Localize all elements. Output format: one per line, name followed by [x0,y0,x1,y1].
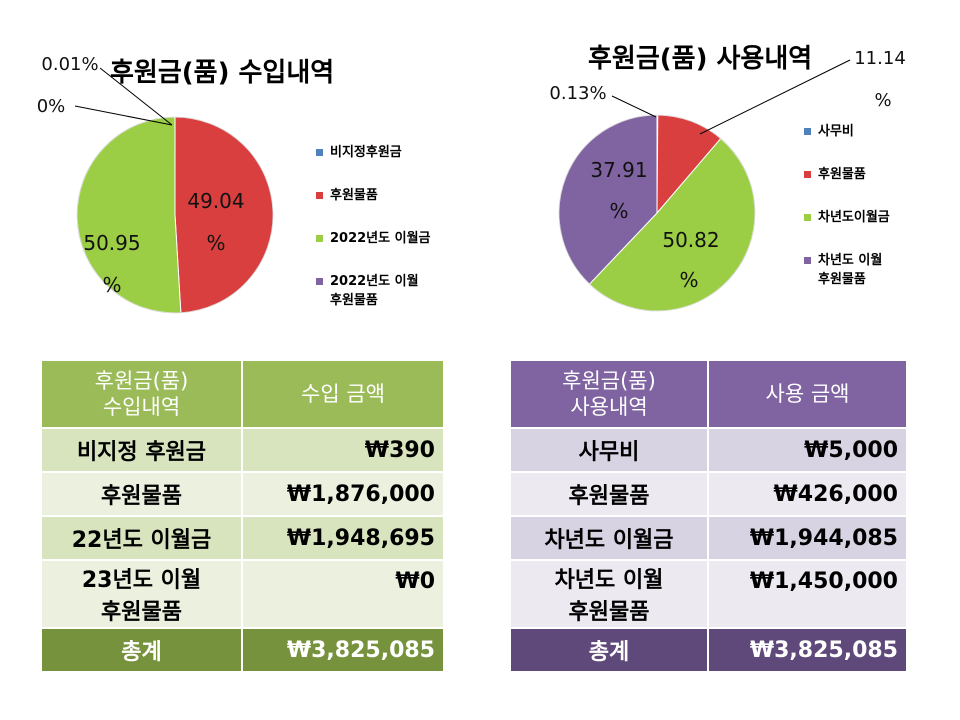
table-row: 차년도 이월 후원물품 ₩1,450,000 [509,559,908,629]
row-amount: ₩1,450,000 [707,559,908,629]
legend-label: 후원물품 [330,188,378,203]
row-amount: ₩1,944,085 [707,515,908,561]
data-label: 50.95 [83,231,140,255]
legend-item: 후원물품 [316,186,431,205]
data-label: 37.91 [590,158,647,182]
row-label: 사무비 [509,427,709,473]
row-label: 차년도 이월 후원물품 [509,559,709,629]
pie-slice [76,116,182,314]
pie-slice [558,114,658,285]
usage-chart-title: 후원금(품) 사용내역 [588,44,813,74]
table-row: 23년도 이월 후원물품 ₩0 [40,559,445,629]
table-row: 후원물품 ₩1,876,000 [40,471,445,517]
total-amount: ₩3,825,085 [241,627,445,673]
legend-label: 사무비 [818,124,854,139]
legend-item: 2022년도 이월금 [316,229,431,248]
total-label: 총계 [40,627,243,673]
leader-line [99,67,173,126]
data-label: % [102,273,121,297]
pie-outline [558,114,756,312]
table-row: 차년도 이월금 ₩1,944,085 [509,515,908,561]
legend-item: 사무비 [804,122,890,141]
data-label: % [609,199,628,223]
legend-label: 후원물품 [818,167,866,182]
data-label: 0.13% [549,83,606,104]
table-row: 22년도 이월금 ₩1,948,695 [40,515,445,561]
legend-label: 차년도 이월 [818,253,883,268]
legend-label-line2: 후원물품 [330,293,378,308]
data-label: % [874,90,891,111]
usage-legend: 사무비 후원물품 차년도이월금 차년도 이월 후원물품 [804,122,890,313]
legend-item: 차년도이월금 [804,208,890,227]
data-label: 49.04 [187,189,244,213]
income-header-category: 후원금(품) 수입내역 [40,359,243,429]
row-label: 비지정 후원금 [40,427,243,473]
legend-item: 후원물품 [804,165,890,184]
row-amount: ₩390 [241,427,445,473]
legend-label-line2: 후원물품 [818,272,866,287]
legend-swatch [804,257,811,264]
income-legend: 비지정후원금 후원물품 2022년도 이월금 2022년도 이월 후원물품 [316,143,431,334]
data-label: % [679,268,698,292]
pie-charts: 0.01% 49.04% 50.95% 0% 0.13% 11.14% 50.82% 37.9… [37,48,906,314]
legend-item: 비지정후원금 [316,143,431,162]
data-label: 0% [37,96,66,117]
table-row: 후원물품 ₩426,000 [509,471,908,517]
row-label: 차년도 이월금 [509,515,709,561]
table-header-row: 후원금(품) 사용내역 사용 금액 [509,359,908,429]
legend-swatch [804,128,811,135]
legend-swatch [804,171,811,178]
data-label: 0.01% [41,54,98,75]
usage-table: 후원금(품) 사용내역 사용 금액 사무비 ₩5,000 후원물품 ₩426,00… [509,359,908,673]
row-amount: ₩5,000 [707,427,908,473]
data-label: 50.82 [662,228,719,252]
row-amount: ₩1,948,695 [241,515,445,561]
pie-slice [588,137,756,312]
total-label: 총계 [509,627,709,673]
leader-line [611,95,657,118]
income-table: 후원금(품) 수입내역 수입 금액 비지정 후원금 ₩390 후원물품 ₩1,87… [40,359,445,673]
total-amount: ₩3,825,085 [707,627,908,673]
legend-swatch [316,192,323,199]
income-chart-title: 후원금(품) 수입내역 [110,58,335,88]
row-amount: ₩426,000 [707,471,908,517]
row-label: 23년도 이월 후원물품 [40,559,243,629]
legend-label: 차년도이월금 [818,210,890,225]
row-label: 22년도 이월금 [40,515,243,561]
legend-label: 비지정후원금 [330,145,402,160]
row-amount: ₩0 [241,559,445,629]
table-total-row: 총계 ₩3,825,085 [40,627,445,673]
table-total-row: 총계 ₩3,825,085 [509,627,908,673]
legend-swatch [804,214,811,221]
legend-swatch [316,235,323,242]
leader-line [699,59,851,135]
usage-header-category: 후원금(품) 사용내역 [509,359,709,429]
legend-label: 2022년도 이월 [330,274,419,289]
usage-header-amount: 사용 금액 [707,359,908,429]
pie-slice [174,116,274,314]
row-label: 후원물품 [40,471,243,517]
income-header-amount: 수입 금액 [241,359,445,429]
pie-slice [656,114,722,215]
row-label: 후원물품 [509,471,709,517]
table-row: 사무비 ₩5,000 [509,427,908,473]
legend-swatch [316,278,323,285]
data-label: 11.14 [854,48,906,69]
legend-label: 2022년도 이월금 [330,231,431,246]
data-label: % [206,231,225,255]
table-row: 비지정 후원금 ₩390 [40,427,445,473]
legend-swatch [316,149,323,156]
pie-outline [76,116,274,314]
leader-line [74,105,173,126]
table-header-row: 후원금(품) 수입내역 수입 금액 [40,359,445,429]
row-amount: ₩1,876,000 [241,471,445,517]
